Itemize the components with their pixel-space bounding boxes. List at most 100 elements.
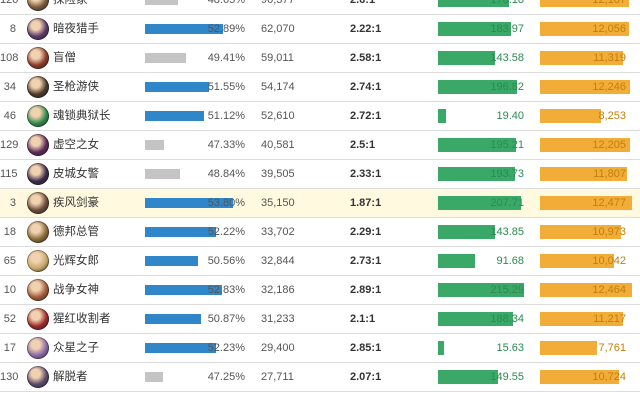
hero-row[interactable]: 129 虚空之女 47.33% 40,581 2.5:1 195.21 12,205 [0,131,640,160]
hero-name-link[interactable]: 猩红收割者 [53,313,111,325]
kda-ratio: 2.29:1 [350,226,382,238]
win-rate-bar [145,256,198,266]
gold-bar [540,225,621,239]
hero-avatar-icon[interactable] [27,279,49,301]
gold-cell: 12,464 [540,276,635,304]
hero-row[interactable]: 120 探险家 48.65% 90,377 2.6:1 178.18 12,107 [0,0,640,15]
damage-value: 183.97 [490,23,524,35]
hero-name-link[interactable]: 光辉女郎 [53,255,99,267]
kda-ratio: 2.1:1 [350,313,376,325]
win-rate-bar [145,372,163,382]
hero-row[interactable]: 10 战争女神 52.83% 32,186 2.89:1 215.29 12,464 [0,276,640,305]
hero-name-link[interactable]: 皮城女警 [53,168,99,180]
hero-row[interactable]: 34 圣枪游侠 51.55% 54,174 2.74:1 196.82 12,246 [0,73,640,102]
gold-value: 10,973 [592,226,626,238]
kda-ratio: 2.89:1 [350,284,382,296]
win-rate-value: 50.87% [207,313,245,325]
hero-name-link[interactable]: 盲僧 [53,52,76,64]
kda-ratio: 2.33:1 [350,168,382,180]
hero-row[interactable]: 115 皮城女警 48.84% 39,505 2.33:1 193.73 11,807 [0,160,640,189]
games-played: 32,844 [261,255,295,267]
gold-value: 10,042 [592,255,626,267]
hero-row[interactable]: 130 解脱者 47.25% 27,711 2.07:1 149.55 10,724 [0,363,640,392]
gold-cell: 8,253 [540,102,635,130]
damage-cell: 15.63 [438,334,530,362]
hero-avatar-icon[interactable] [27,134,49,156]
damage-cell: 143.58 [438,44,530,72]
win-rate-bar [145,53,186,63]
hero-avatar-icon[interactable] [27,0,49,11]
hero-name-link[interactable]: 暗夜猎手 [53,23,99,35]
win-rate-bar [145,24,223,34]
hero-name-link[interactable]: 虚空之女 [53,139,99,151]
gold-cell: 10,042 [540,247,635,275]
hero-avatar-icon[interactable] [27,192,49,214]
hero-row[interactable]: 52 猩红收割者 50.87% 31,233 2.1:1 188.34 11,217 [0,305,640,334]
hero-name-link[interactable]: 战争女神 [53,284,99,296]
damage-bar [438,167,515,181]
hero-row[interactable]: 8 暗夜猎手 52.89% 62,070 2.22:1 183.97 12,056 [0,15,640,44]
hero-avatar-icon[interactable] [27,76,49,98]
hero-name-link[interactable]: 众星之子 [53,342,99,354]
hero-avatar-icon[interactable] [27,47,49,69]
gold-bar [540,22,629,36]
damage-bar [438,283,524,297]
win-rate-value: 52.22% [207,226,245,238]
win-rate-value: 47.25% [207,371,245,383]
hero-avatar-icon[interactable] [27,337,49,359]
win-rate-bar [145,198,233,208]
damage-value: 178.18 [490,0,524,6]
hero-avatar-icon[interactable] [27,18,49,40]
win-rate-cell: 47.25% [145,363,255,391]
damage-bar [438,225,495,239]
damage-value: 19.40 [496,110,524,122]
hero-row[interactable]: 46 魂锁典狱长 51.12% 52,610 2.72:1 19.40 8,253 [0,102,640,131]
damage-cell: 207.71 [438,189,530,217]
damage-cell: 195.21 [438,131,530,159]
hero-row[interactable]: 108 盲僧 49.41% 59,011 2.58:1 143.58 11,319 [0,44,640,73]
hero-row[interactable]: 18 德邦总管 52.22% 33,702 2.29:1 143.85 10,973 [0,218,640,247]
win-rate-cell: 51.12% [145,102,255,130]
rank-number: 108 [0,52,19,64]
hero-row[interactable]: 17 众星之子 52.23% 29,400 2.85:1 15.63 7,761 [0,334,640,363]
rank-number: 3 [9,197,16,209]
games-played: 40,581 [261,139,295,151]
rank-number: 52 [3,313,16,325]
hero-name-link[interactable]: 圣枪游侠 [53,81,99,93]
damage-value: 193.73 [490,168,524,180]
hero-avatar-icon[interactable] [27,163,49,185]
kda-ratio: 2.6:1 [350,0,376,6]
rank-number: 115 [0,168,18,180]
hero-row[interactable]: 3 疾风剑豪 53.80% 35,150 1.87:1 207.71 12,477 [0,189,640,218]
damage-bar [438,196,521,210]
rank-number: 65 [3,255,16,267]
damage-value: 15.63 [496,342,524,354]
rank-number: 8 [9,23,16,35]
gold-value: 12,205 [592,139,626,151]
hero-name-link[interactable]: 疾风剑豪 [53,197,99,209]
hero-avatar-icon[interactable] [27,308,49,330]
gold-value: 12,056 [592,23,626,35]
win-rate-value: 48.84% [207,168,245,180]
damage-cell: 188.34 [438,305,530,333]
hero-name-link[interactable]: 探险家 [53,0,88,6]
kda-ratio: 2.74:1 [350,81,382,93]
hero-name-link[interactable]: 解脱者 [53,371,88,383]
damage-value: 188.34 [490,313,524,325]
win-rate-value: 49.41% [207,52,245,64]
gold-cell: 11,319 [540,44,635,72]
gold-bar [540,283,632,297]
damage-bar [438,80,517,94]
hero-avatar-icon[interactable] [27,366,49,388]
rank-number: 120 [0,0,19,6]
gold-bar [540,109,601,123]
hero-name-link[interactable]: 德邦总管 [53,226,99,238]
damage-bar [438,109,446,123]
gold-cell: 12,205 [540,131,635,159]
hero-avatar-icon[interactable] [27,105,49,127]
hero-row[interactable]: 65 光辉女郎 50.56% 32,844 2.73:1 91.68 10,042 [0,247,640,276]
gold-bar [540,167,627,181]
hero-avatar-icon[interactable] [27,250,49,272]
hero-name-link[interactable]: 魂锁典狱长 [53,110,111,122]
hero-avatar-icon[interactable] [27,221,49,243]
